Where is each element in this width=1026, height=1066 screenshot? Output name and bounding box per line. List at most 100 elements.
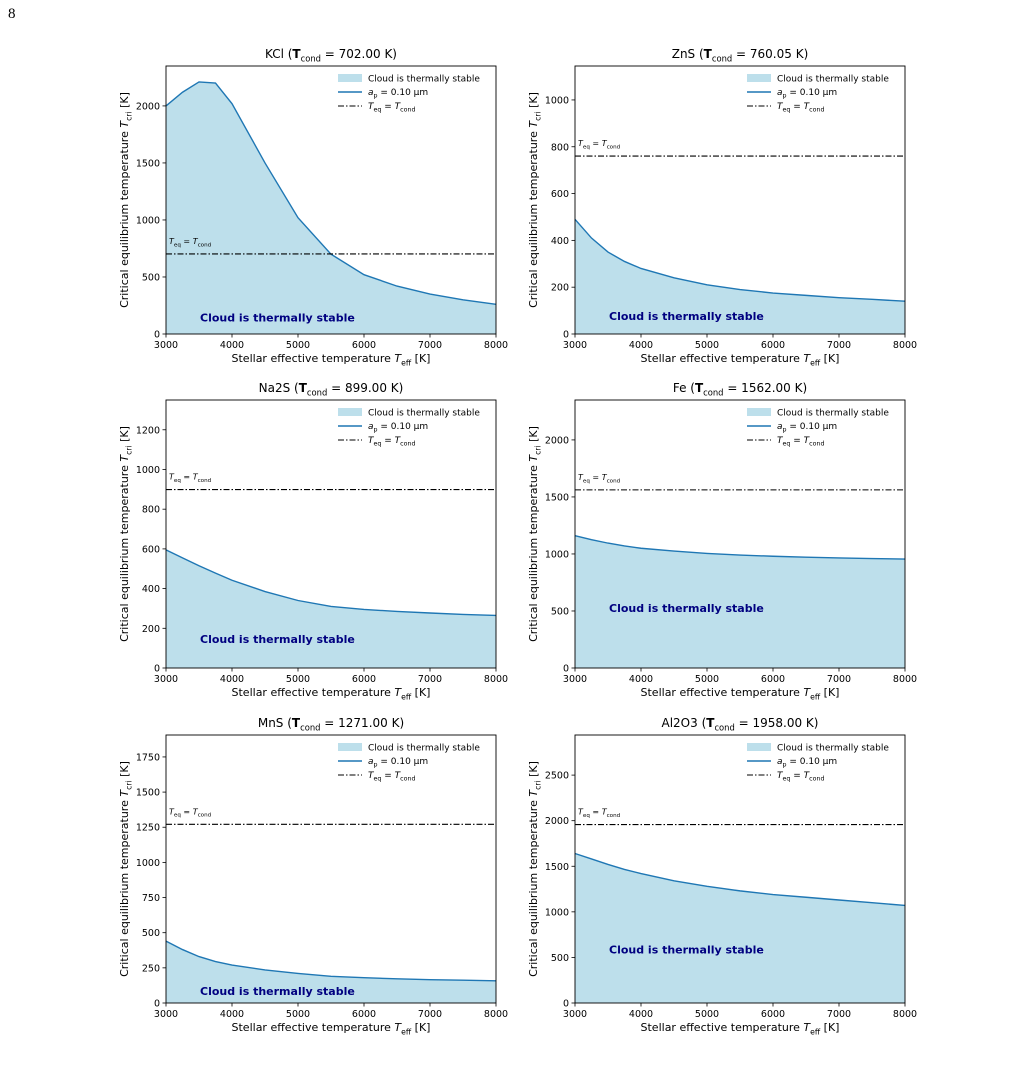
legend-label: ap = 0.10 μm xyxy=(368,88,428,100)
x-axis-label-part: Stellar effective temperature xyxy=(232,1021,395,1034)
x-tick-label: 8000 xyxy=(893,674,917,685)
y-tick-label: 0 xyxy=(563,330,569,341)
y-tick-label: 800 xyxy=(551,142,569,153)
legend-label: Cloud is thermally stable xyxy=(777,744,889,754)
y-tick-label: 1000 xyxy=(545,95,569,106)
legend-label: ap = 0.10 μm xyxy=(368,422,428,434)
series-line xyxy=(574,535,906,560)
legend-label-part: = 0.10 μm xyxy=(787,422,838,432)
y-tick-label: 2000 xyxy=(545,435,569,446)
chart-title-part: T xyxy=(706,716,715,730)
condensation-label-part: = xyxy=(181,807,193,816)
chart-title-part: T xyxy=(695,381,704,395)
condensation-label: Teq = Tcond xyxy=(169,473,212,484)
x-tick-label: 3000 xyxy=(563,1009,587,1020)
legend-patch xyxy=(747,743,771,751)
condensation-label-part: = xyxy=(590,139,602,148)
chart-title: Fe (Tcond = 1562.00 K) xyxy=(673,381,807,398)
y-tick-label: 1500 xyxy=(136,788,160,799)
y-tick-label: 750 xyxy=(142,893,160,904)
condensation-label-part: cond xyxy=(607,145,621,151)
y-axis-label-part: Critical equilibrium temperature xyxy=(118,462,131,642)
chart-title-part: = 760.05 K) xyxy=(732,47,808,61)
legend-label-part: T xyxy=(777,436,784,446)
condensation-label-part: T xyxy=(578,473,584,482)
x-axis-label-part: eff xyxy=(401,692,412,701)
legend-patch xyxy=(338,743,362,751)
y-tick-label: 500 xyxy=(551,606,569,617)
y-tick-label: 1200 xyxy=(136,425,160,436)
legend-label-part: = xyxy=(381,102,394,112)
y-tick-label: 2000 xyxy=(545,816,569,827)
x-tick-label: 8000 xyxy=(484,1009,508,1020)
chart-title-part: cond xyxy=(714,723,734,733)
y-tick-label: 1000 xyxy=(136,215,160,226)
legend-label-part: p xyxy=(374,93,378,100)
legend-label: Cloud is thermally stable xyxy=(368,75,480,85)
chart: Teq = Tcond Cloud is thermally stable Clou… xyxy=(527,47,917,367)
chart-title-part: = 1271.00 K) xyxy=(320,716,404,730)
legend-label-part: = 0.10 μm xyxy=(787,88,838,98)
legend-label-part: = xyxy=(381,436,394,446)
condensation-label-part: = xyxy=(590,808,602,817)
x-tick-label: 7000 xyxy=(827,1009,851,1020)
chart-title-part: = 1958.00 K) xyxy=(735,716,819,730)
series-line xyxy=(574,218,906,302)
y-tick-label: 1500 xyxy=(545,492,569,503)
x-tick-label: 3000 xyxy=(154,1009,178,1020)
legend-label-part: T xyxy=(804,102,811,112)
legend-label-part: cond xyxy=(400,776,415,783)
y-tick-label: 400 xyxy=(551,236,569,247)
y-axis-label: Critical equilibrium temperature Tcri [K… xyxy=(527,92,542,308)
x-axis-label-part: eff xyxy=(401,358,412,367)
y-tick-label: 500 xyxy=(142,272,160,283)
y-tick-label: 600 xyxy=(551,189,569,200)
x-axis-label-part: Stellar effective temperature xyxy=(641,352,804,365)
y-axis-label-part: T xyxy=(118,120,131,128)
legend-label-part: T xyxy=(368,771,375,781)
legend-label-part: T xyxy=(395,102,402,112)
stable-annotation: Cloud is thermally stable xyxy=(609,602,764,615)
chart-title: KCl (Tcond = 702.00 K) xyxy=(265,47,397,64)
x-axis-label-part: T xyxy=(394,1021,402,1034)
series-line xyxy=(165,549,497,617)
legend-label-part: cond xyxy=(809,776,824,783)
x-tick-label: 6000 xyxy=(761,1009,785,1020)
x-tick-label: 8000 xyxy=(893,1009,917,1020)
x-tick-label: 5000 xyxy=(695,674,719,685)
y-tick-label: 1250 xyxy=(136,823,160,834)
y-axis-label-part: [K] xyxy=(527,92,540,111)
x-tick-label: 4000 xyxy=(220,1009,244,1020)
chart-title-part: cond xyxy=(712,54,732,64)
x-axis-label-part: T xyxy=(803,352,811,365)
axes-frame xyxy=(165,65,497,335)
y-tick-label: 400 xyxy=(142,584,160,595)
legend-label-part: cond xyxy=(400,107,415,114)
x-axis-label-part: T xyxy=(803,686,811,699)
y-axis-label-part: cri xyxy=(533,780,542,790)
condensation-label-part: eq xyxy=(174,813,181,819)
x-axis-label-part: eff xyxy=(810,358,821,367)
legend-label-part: p xyxy=(374,427,378,434)
series-line xyxy=(165,940,497,982)
legend-label: Teq = Tcond xyxy=(368,771,415,783)
x-tick-label: 7000 xyxy=(827,674,851,685)
stable-area xyxy=(575,535,905,668)
y-axis-label: Critical equilibrium temperature Tcri [K… xyxy=(527,761,542,977)
legend-label-part: = xyxy=(381,771,394,781)
legend-label-part: = xyxy=(790,102,803,112)
condensation-label-part: eq xyxy=(174,478,181,484)
legend-label: Teq = Tcond xyxy=(368,102,415,114)
y-tick-label: 1000 xyxy=(545,549,569,560)
y-axis-label-part: cri xyxy=(124,445,133,455)
legend-label-part: a xyxy=(777,422,783,432)
x-axis-label-part: Stellar effective temperature xyxy=(232,686,395,699)
x-tick-label: 5000 xyxy=(695,1009,719,1020)
x-tick-label: 4000 xyxy=(629,340,653,351)
x-axis-label-part: [K] xyxy=(411,352,430,365)
y-tick-label: 200 xyxy=(551,283,569,294)
legend-label-part: a xyxy=(777,88,783,98)
legend-label-part: = 0.10 μm xyxy=(378,88,429,98)
y-tick-label: 0 xyxy=(154,330,160,341)
